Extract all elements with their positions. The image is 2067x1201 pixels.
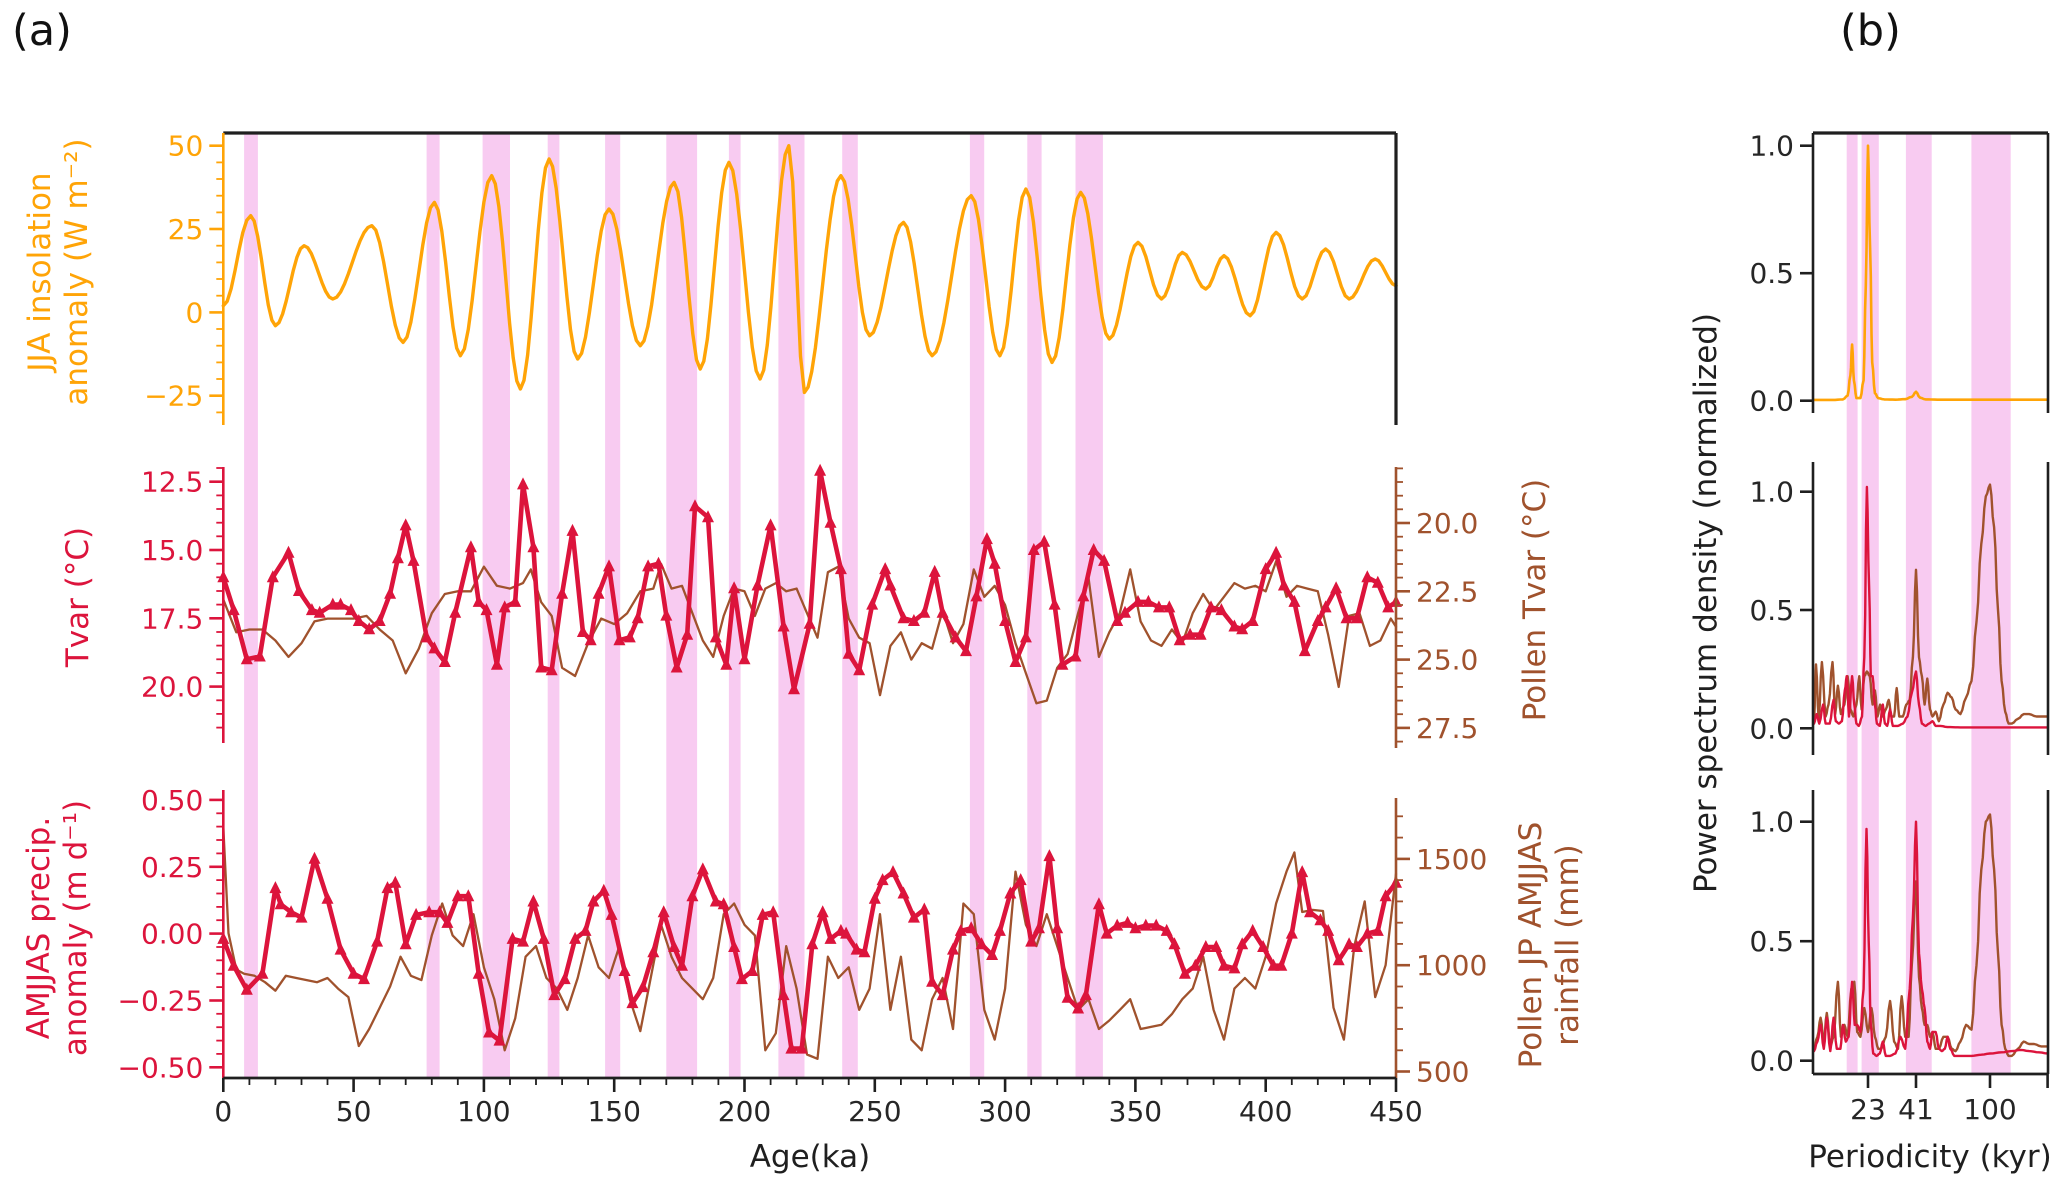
svg-text:41: 41 [1898,1093,1934,1126]
svg-text:250: 250 [848,1095,901,1128]
axis-label-age: Age(ka) [749,1138,871,1175]
svg-text:−0.25: −0.25 [117,985,203,1018]
svg-text:0.00: 0.00 [141,918,203,951]
axis-label-pollen-rainfall: Pollen JP AMJJAS rainfall (mm) [1513,821,1586,1069]
svg-text:1500: 1500 [1416,843,1487,876]
svg-text:20.0: 20.0 [141,671,203,704]
panel-a-label: (a) [12,6,72,56]
svg-text:0.5: 0.5 [1749,925,1794,958]
svg-text:0: 0 [185,296,203,329]
svg-text:50: 50 [336,1095,372,1128]
svg-text:0.5: 0.5 [1749,257,1794,290]
svg-text:350: 350 [1109,1095,1162,1128]
axis-label-insolation: JJA insolation anomaly (W m⁻²) [22,138,95,406]
svg-text:0.0: 0.0 [1749,712,1794,745]
svg-text:50: 50 [168,130,204,163]
svg-text:500: 500 [1416,1056,1469,1089]
panel-b-label: (b) [1840,6,1901,56]
svg-text:150: 150 [587,1095,640,1128]
svg-text:−0.50: −0.50 [117,1051,203,1084]
svg-text:1.0: 1.0 [1749,806,1794,839]
svg-text:27.5: 27.5 [1416,712,1478,745]
svg-text:25.0: 25.0 [1416,644,1478,677]
axis-label-periodicity: Periodicity (kyr) [1808,1138,2052,1175]
svg-text:20.0: 20.0 [1416,507,1478,540]
svg-text:1000: 1000 [1416,949,1487,982]
svg-text:25: 25 [168,213,204,246]
svg-text:−25: −25 [144,380,203,413]
svg-text:1.0: 1.0 [1749,130,1794,163]
axis-label-precip: AMJJAS precip. anomaly (m d⁻¹) [21,799,94,1057]
svg-text:100: 100 [457,1095,510,1128]
svg-text:0.25: 0.25 [141,851,203,884]
svg-text:1.0: 1.0 [1749,476,1794,509]
svg-text:400: 400 [1239,1095,1292,1128]
svg-text:450: 450 [1369,1095,1422,1128]
axis-label-power-spectrum: Power spectrum density (normalized) [1687,312,1724,894]
svg-text:100: 100 [1963,1093,2016,1126]
svg-text:0.0: 0.0 [1749,385,1794,418]
svg-text:22.5: 22.5 [1416,575,1478,608]
svg-text:12.5: 12.5 [141,466,203,499]
svg-text:0.5: 0.5 [1749,594,1794,627]
axis-label-tvar: Tvar (°C) [59,526,96,668]
svg-text:17.5: 17.5 [141,602,203,635]
svg-text:0.0: 0.0 [1749,1045,1794,1078]
svg-text:15.0: 15.0 [141,534,203,567]
svg-text:300: 300 [978,1095,1031,1128]
svg-text:0.50: 0.50 [141,784,203,817]
axis-label-pollen-tvar: Pollen Tvar (°C) [1516,478,1553,722]
svg-text:23: 23 [1850,1093,1886,1126]
svg-text:0: 0 [214,1095,232,1128]
svg-text:200: 200 [718,1095,771,1128]
